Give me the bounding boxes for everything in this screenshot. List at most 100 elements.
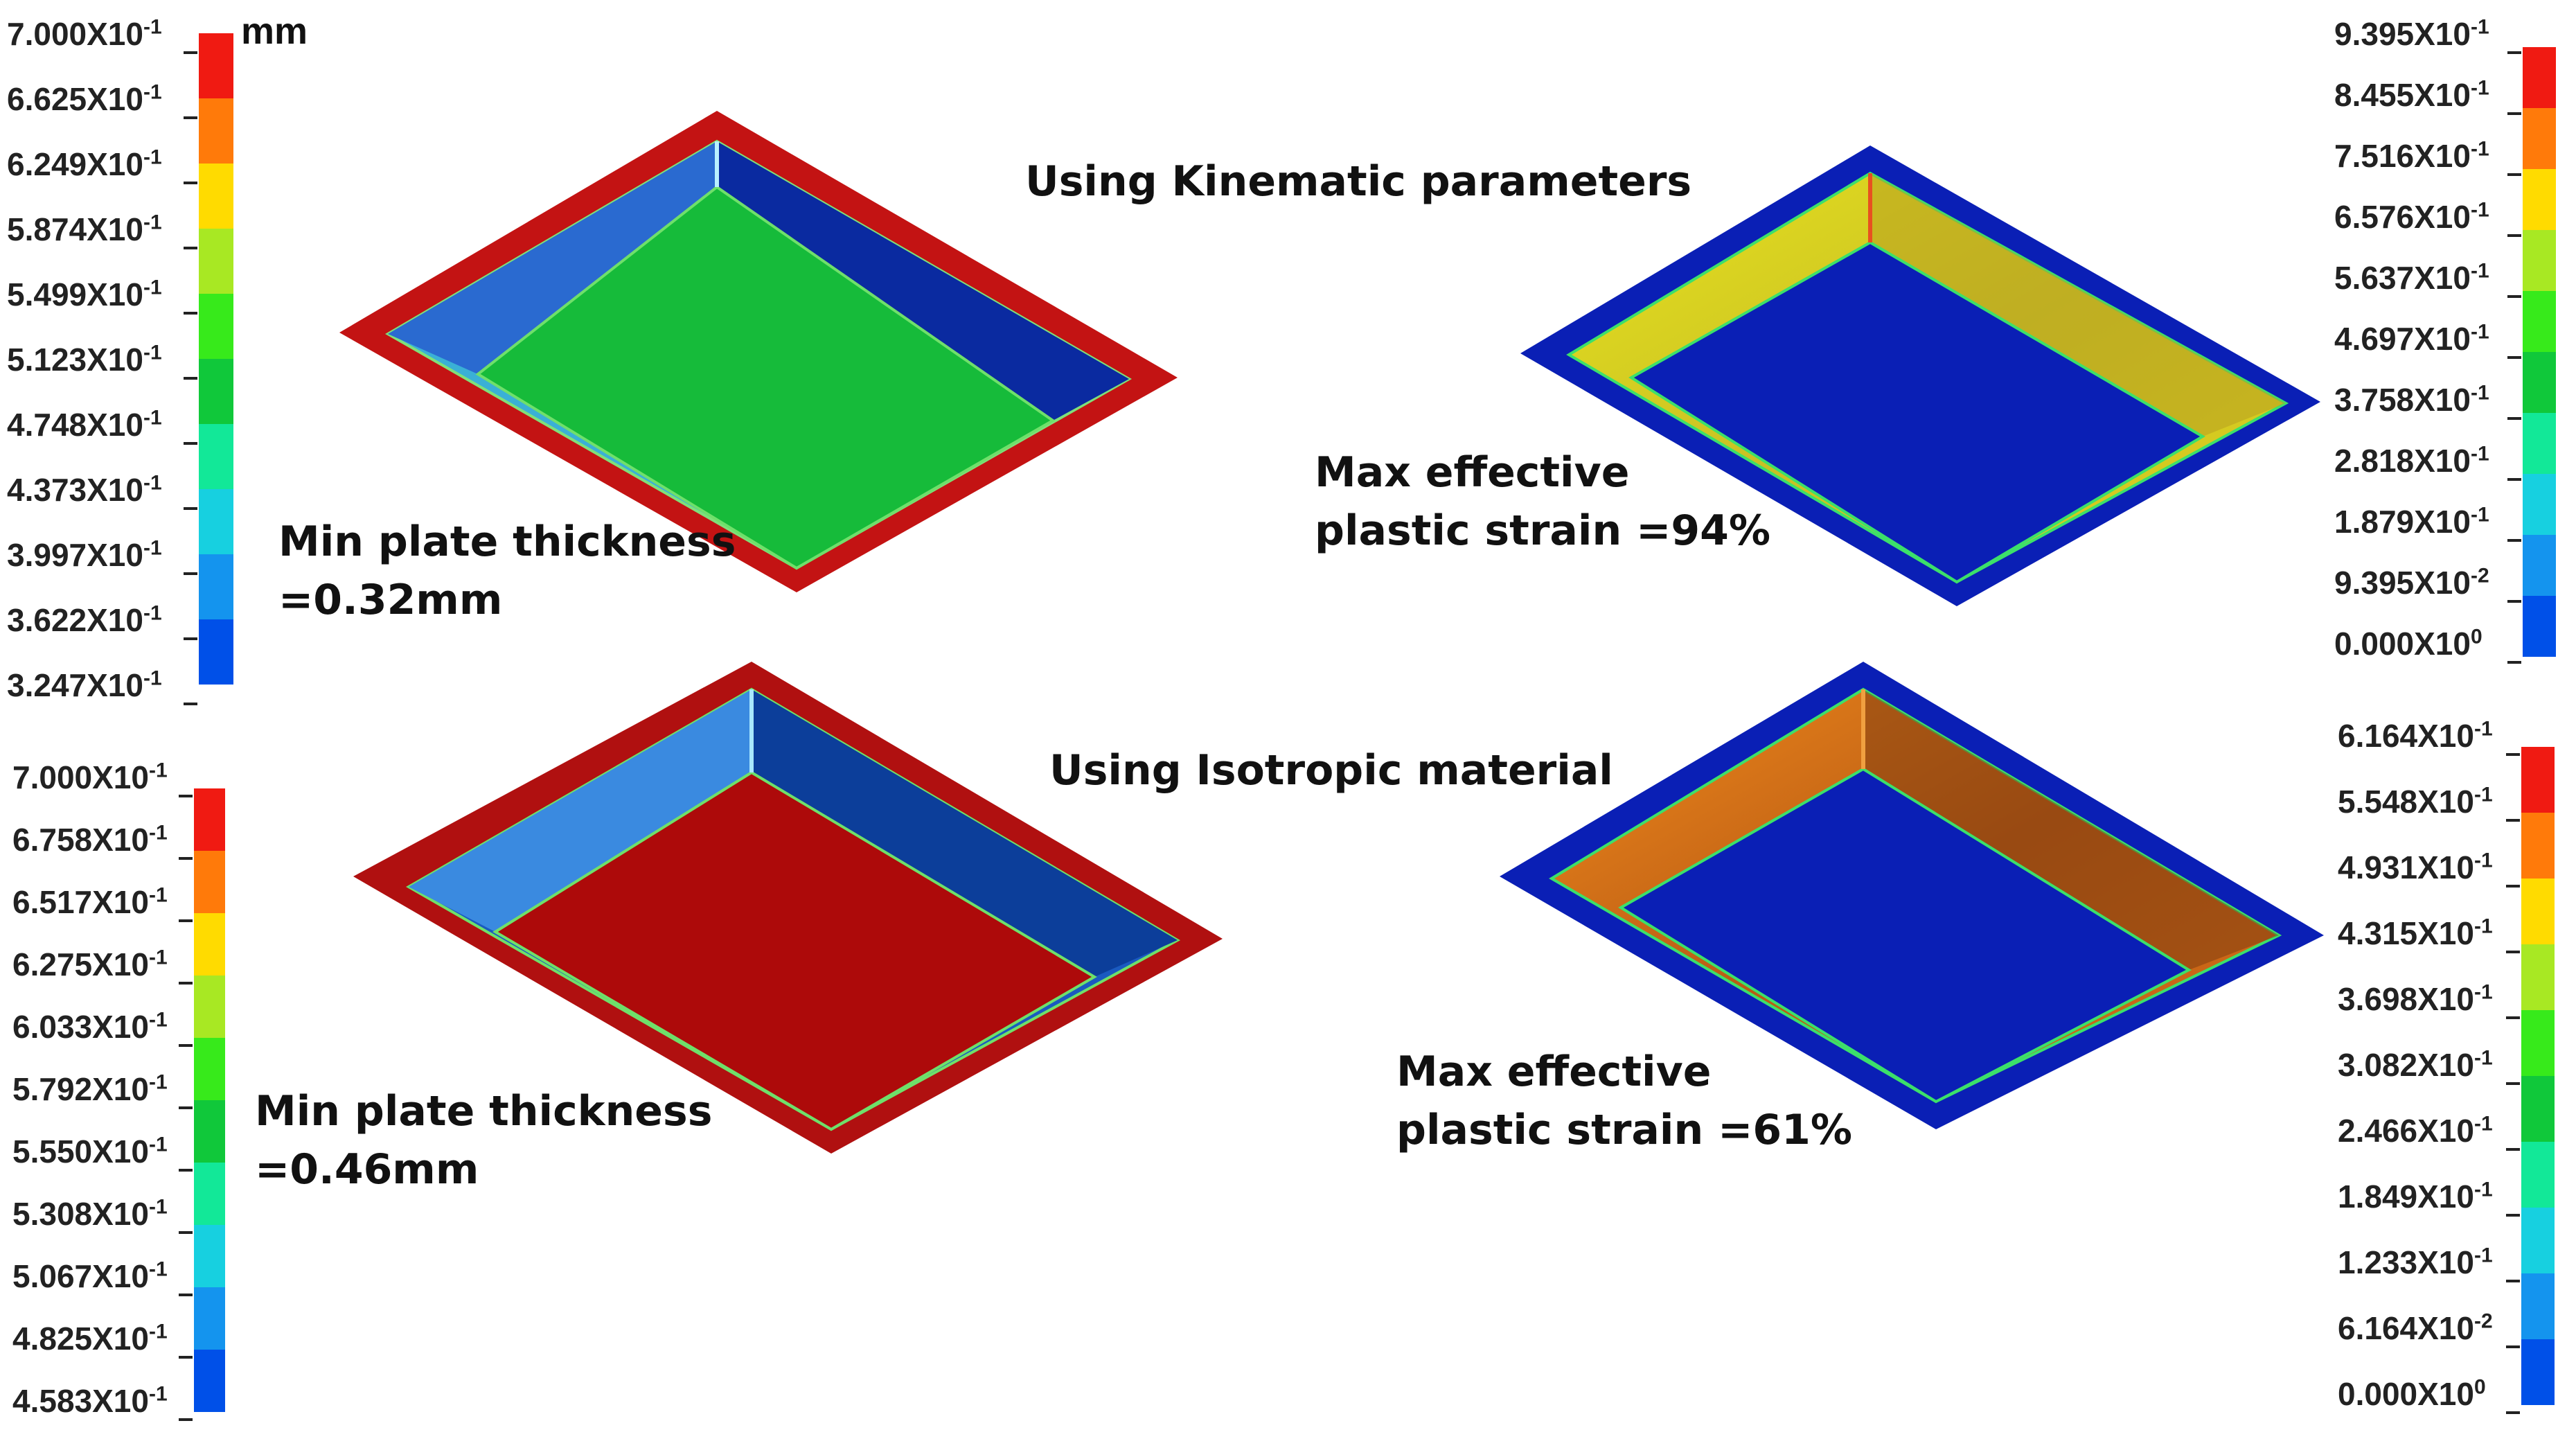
tick-base: X10 [87,537,143,573]
scale-tick-mark [2506,819,2520,822]
scale-tick-mark [2506,1082,2520,1085]
color-band [199,294,233,359]
scale-tick-label: 4.373X10-1 [7,471,162,509]
color-band [2523,108,2556,169]
color-band [194,976,225,1038]
scale-tick-mark [179,1294,193,1296]
color-band [2521,1273,2555,1339]
scale-tick-label: 5.499X10-1 [7,276,162,313]
tick-value: 4.748 [7,407,87,443]
color-band [2521,1142,2555,1208]
color-band [2523,291,2556,352]
tick-exponent: -1 [2473,1112,2493,1136]
tick-value: 7.000 [7,16,87,52]
plate-isotropic-thickness [353,662,1223,1154]
scale-tick-label: 2.466X10-1 [2338,1112,2493,1149]
annotation-line-2: plastic strain =94% [1315,506,1770,555]
scale-tick-mark [2507,478,2521,481]
scale-tick-label: 7.516X10-1 [2334,137,2489,175]
tick-value: 6.249 [7,146,87,182]
tick-base: X10 [92,884,149,920]
tick-base: X10 [92,1009,149,1045]
tick-base: X10 [2417,1047,2474,1083]
tick-exponent: -1 [2473,783,2493,806]
color-band [2523,535,2556,596]
tick-exponent: -1 [148,1195,168,1219]
scale-tick-mark [2506,885,2520,888]
tick-exponent: -1 [2473,980,2493,1004]
tick-base: X10 [87,602,143,638]
tick-base: X10 [2417,1310,2474,1346]
scale-tick-label: 4.697X10-1 [2334,320,2489,358]
scale-tick-label: 0.000X100 [2338,1375,2486,1413]
scale-tick-mark [2506,753,2520,756]
color-band [194,1100,225,1163]
tick-value: 5.308 [12,1196,93,1232]
color-band [2521,747,2555,813]
scale-tick-mark [184,51,197,54]
tick-exponent: -1 [2470,442,2489,466]
tick-exponent: -1 [2470,320,2489,344]
color-band [194,1163,225,1225]
color-band [199,489,233,554]
tick-exponent: 0 [2470,625,2482,648]
tick-base: X10 [2417,1376,2474,1412]
tick-base: X10 [2417,718,2474,754]
plate-kinematic-strain [1520,145,2320,606]
tick-value: 4.583 [12,1383,93,1419]
scale-tick-label: 4.583X10-1 [12,1382,168,1420]
scale-tick-label: 1.233X10-1 [2338,1244,2493,1281]
tick-base: X10 [2417,981,2474,1017]
scale-tick-label: 3.758X10-1 [2334,381,2489,418]
tick-value: 3.247 [7,667,87,703]
tick-exponent: -1 [143,536,162,560]
tick-value: 6.164 [2338,1310,2418,1346]
annotation-line-2: =0.32mm [278,576,503,624]
scale-tick-label: 4.825X10-1 [12,1320,168,1357]
scale-tick-mark [2507,234,2521,237]
annotation-line-2: plastic strain =61% [1396,1106,1852,1154]
tick-value: 6.576 [2334,199,2415,235]
scale-tick-mark [184,182,197,184]
tick-value: 2.818 [2334,443,2415,479]
tick-base: X10 [87,276,143,312]
tick-value: 0.000 [2334,626,2415,662]
scale-tick-label: 5.637X10-1 [2334,259,2489,297]
tick-exponent: -1 [148,1008,168,1032]
scale-tick-label: 2.818X10-1 [2334,442,2489,479]
scale-tick-label: 4.931X10-1 [2338,849,2493,886]
tick-value: 6.625 [7,81,87,117]
color-band [194,788,225,851]
tick-exponent: -1 [148,1133,168,1156]
tick-value: 4.697 [2334,321,2415,357]
tick-exponent: -1 [2470,76,2489,100]
scale-tick-mark [179,1106,193,1109]
tick-base: X10 [92,759,149,795]
tick-exponent: -1 [2470,15,2489,39]
tick-base: X10 [2417,1113,2474,1149]
tick-base: X10 [2417,849,2474,885]
tick-exponent: -1 [148,883,168,907]
tick-base: X10 [87,146,143,182]
tick-exponent: -1 [143,471,162,495]
scale-tick-mark [184,312,197,315]
annotation-kinematic-thickness: Min plate thickness =0.32mm [278,513,736,629]
scale-tick-mark [184,247,197,249]
scale-tick-label: 7.000X10-1 [12,759,168,796]
scale-tick-mark [179,1418,193,1421]
tick-base: X10 [2414,138,2471,174]
color-band [199,619,233,685]
color-band [2523,230,2556,291]
annotation-line-1: Min plate thickness [278,518,736,566]
tick-base: X10 [87,211,143,247]
scale-tick-label: 4.748X10-1 [7,406,162,443]
scale-tick-mark [179,795,193,797]
color-band [2521,1010,2555,1076]
tick-value: 5.499 [7,276,87,312]
scale-tick-mark [2507,295,2521,298]
scale-tick-label: 5.308X10-1 [12,1195,168,1233]
tick-value: 4.825 [12,1321,93,1357]
tick-base: X10 [87,407,143,443]
scale-tick-mark [184,442,197,445]
